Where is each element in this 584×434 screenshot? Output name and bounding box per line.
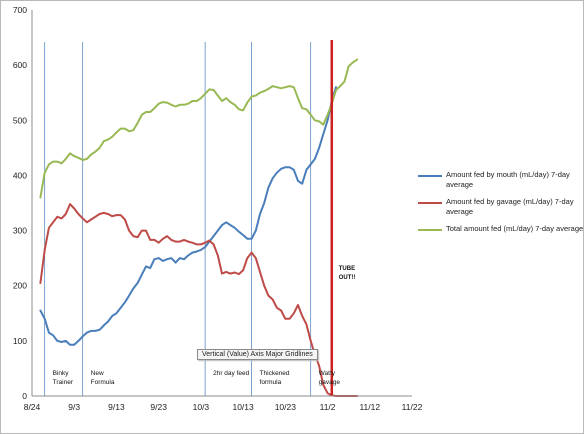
series-line	[39, 203, 359, 397]
y-tick-label: 300	[13, 226, 27, 236]
event-annotation: Thickened formula	[260, 370, 290, 386]
series-lines	[39, 58, 359, 397]
axes	[31, 10, 412, 397]
series-line	[39, 58, 359, 199]
x-tick-labels: 8/24 9/3 9/13 9/23 10/3 10/13 10/23 11/2 11/12 11…	[24, 402, 423, 412]
gridlines-tooltip: Vertical (Value) Axis Major Gridlines	[197, 349, 318, 360]
series-line	[39, 86, 337, 346]
legend-item[interactable]: Total amount fed (mL/day) 7-day average	[418, 224, 584, 234]
event-annotations: Binky Trainer New Formula 2hr day feed Thicke…	[53, 370, 341, 386]
event-annotation: Watty gavage	[319, 370, 341, 386]
event-annotation: 2hr day feed	[213, 370, 250, 377]
y-tick-label: 700	[13, 5, 27, 15]
event-annotation: New Formula	[91, 370, 115, 386]
x-tick-label: 10/3	[193, 402, 210, 412]
legend-label: Total amount fed (mL/day) 7-day average	[446, 224, 584, 233]
y-tick-label: 200	[13, 281, 27, 291]
tube-out-label: TUBE OUT!!	[339, 266, 356, 281]
legend-item[interactable]: Amount fed by mouth (mL/day) 7-day avera…	[418, 170, 584, 190]
x-tick-label: 11/12	[359, 402, 380, 412]
x-tick-label: 11/2	[320, 402, 336, 412]
legend-item[interactable]: Amount fed by gavage (mL/day) 7-day aver…	[418, 197, 584, 217]
x-tick-label: 9/23	[150, 402, 167, 412]
legend-swatch	[418, 202, 442, 204]
legend-swatch	[418, 175, 442, 177]
x-tick-label: 10/23	[275, 402, 297, 412]
y-tick-label: 400	[13, 170, 27, 180]
chart-legend[interactable]: Amount fed by mouth (mL/day) 7-day avera…	[418, 170, 584, 241]
x-tick-label: 9/3	[68, 402, 80, 412]
x-tick-label: 8/24	[24, 402, 41, 412]
x-tick-label: 10/13	[232, 402, 254, 412]
legend-label: Amount fed by mouth (mL/day) 7-day avera…	[446, 170, 570, 189]
event-annotation: Binky Trainer	[53, 370, 74, 386]
tube-out-marker: TUBE OUT!!	[330, 40, 356, 396]
y-tick-label: 500	[13, 115, 27, 125]
legend-label: Amount fed by gavage (mL/day) 7-day aver…	[446, 197, 574, 216]
y-tick-labels: 0 100 200 300 400 500 600 700	[13, 5, 27, 401]
x-tick-label: 9/13	[108, 402, 125, 412]
y-tick-label: 100	[13, 336, 27, 346]
x-tick-label: 11/22	[402, 402, 423, 412]
legend-swatch	[418, 229, 442, 231]
y-tick-label: 600	[13, 60, 27, 70]
y-tick-label: 0	[22, 391, 27, 401]
